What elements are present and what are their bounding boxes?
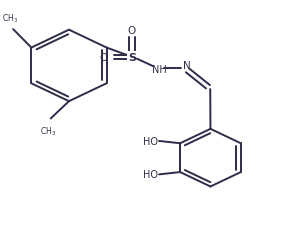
Text: CH$_3$: CH$_3$ — [2, 13, 18, 25]
Text: S: S — [128, 52, 136, 63]
Text: NH: NH — [152, 65, 166, 75]
Text: O: O — [100, 52, 108, 63]
Text: O: O — [128, 26, 136, 36]
Text: HO: HO — [143, 170, 158, 180]
Text: N: N — [183, 61, 190, 70]
Text: HO: HO — [143, 136, 158, 146]
Text: CH$_3$: CH$_3$ — [40, 125, 56, 137]
